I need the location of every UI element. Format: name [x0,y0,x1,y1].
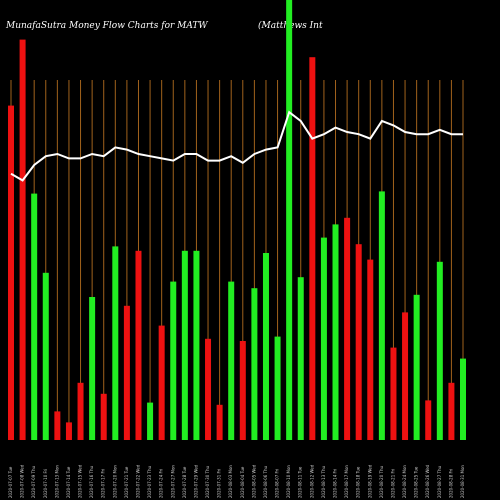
x-tick-label: 2020-07-22 Wed [135,464,140,498]
bar [170,281,177,440]
x-tick-label: 2020-08-05 Wed [251,464,256,498]
bar [42,272,49,440]
bar [262,253,269,440]
bar [344,217,351,440]
bar [425,400,432,440]
bar [31,193,38,440]
bar [448,382,455,440]
line-series [10,110,463,182]
x-tick-label: 2020-07-23 Thu [147,466,152,498]
x-tick-label: 2020-07-21 Tue [124,466,129,498]
x-tick-label: 2020-08-24 Mon [402,465,407,498]
x-tick-label: 2020-08-06 Thu [263,466,268,498]
x-tick-label: 2020-08-25 Tue [414,466,419,498]
bar [286,0,293,440]
bar [54,411,61,440]
x-tick-label: 2020-07-16 Thu [89,466,94,498]
x-tick-label: 2020-07-20 Mon [112,465,117,498]
bar [216,404,223,440]
x-tick-label: 2020-08-03 Mon [228,465,233,498]
x-tick-label: 2020-08-12 Wed [309,464,314,498]
chart-title: MunafaSutra Money Flow Charts for MATW [5,21,208,31]
x-tick-label: 2020-08-19 Wed [367,464,372,498]
x-tick-label: 2020-08-18 Tue [356,466,361,498]
x-tick-label: 2020-08-10 Mon [286,465,291,498]
bar [135,250,142,440]
bar [297,277,304,440]
bar [19,39,26,440]
bar [123,305,130,440]
bar [460,358,466,440]
x-tick-label: 2020-07-08 Wed [20,464,25,498]
bar [332,224,339,440]
bar [147,402,154,440]
x-tick-label: 2020-08-11 Tue [298,466,303,498]
bar [413,294,420,440]
bar [402,312,409,440]
x-tick-label: 2020-07-28 Tue [182,466,187,498]
bar [436,261,443,440]
x-tick-label: 2020-08-17 Mon [344,465,349,498]
bar [274,336,281,440]
x-tick-label: 2020-08-14 Fri [333,469,338,498]
x-tick-label: 2020-08-28 Fri [448,469,453,498]
bar [239,341,246,440]
x-tick-label: 2020-07-15 Wed [78,464,83,498]
bar [390,347,397,440]
x-tick-label: 2020-07-07 Tue [8,466,13,498]
x-tick-label: 2020-08-27 Thu [437,466,442,498]
x-tick-label: 2020-07-27 Mon [170,465,175,498]
bar [65,422,72,440]
bar [158,325,165,440]
bar [355,244,362,440]
bar [309,57,316,440]
x-tick-label: 2020-07-31 Fri [217,469,222,498]
bar [8,105,14,440]
bar [77,382,84,440]
bar [193,250,200,440]
x-tick-label: 2020-07-17 Fri [101,469,106,498]
x-tick-label: 2020-07-10 Fri [43,469,48,498]
x-tick-label: 2020-08-21 Fri [390,469,395,498]
bar [320,237,327,440]
bar [112,246,119,440]
x-tick-label: 2020-08-04 Tue [240,466,245,498]
bar [181,250,188,440]
x-tick-label: 2020-07-29 Wed [193,464,198,498]
bar [251,288,258,440]
bar [89,297,96,440]
x-tick-label: 2020-08-31 Mon [460,465,465,498]
x-tick-label: 2020-08-26 Wed [425,464,430,498]
x-tick-labels: 2020-07-07 Tue 2020-07-08 Wed 2020-07-09 T… [8,464,465,498]
bar [100,393,107,440]
bar [228,281,235,440]
x-tick-label: 2020-07-30 Thu [205,466,210,498]
x-tick-label: 2020-07-09 Thu [31,466,36,498]
bar-series [8,0,466,440]
money-flow-line [10,110,463,182]
x-tick-label: 2020-08-13 Thu [321,466,326,498]
x-tick-label: 2020-08-20 Thu [379,466,384,498]
bar [205,338,212,440]
bar [378,191,385,440]
x-tick-label: 2020-07-14 Tue [66,466,71,498]
x-tick-label: 2020-07-13 Mon [54,465,59,498]
x-tick-label: 2020-08-07 Fri [275,469,280,498]
x-tick-label: 2020-07-24 Fri [159,469,164,498]
bar [367,259,374,440]
